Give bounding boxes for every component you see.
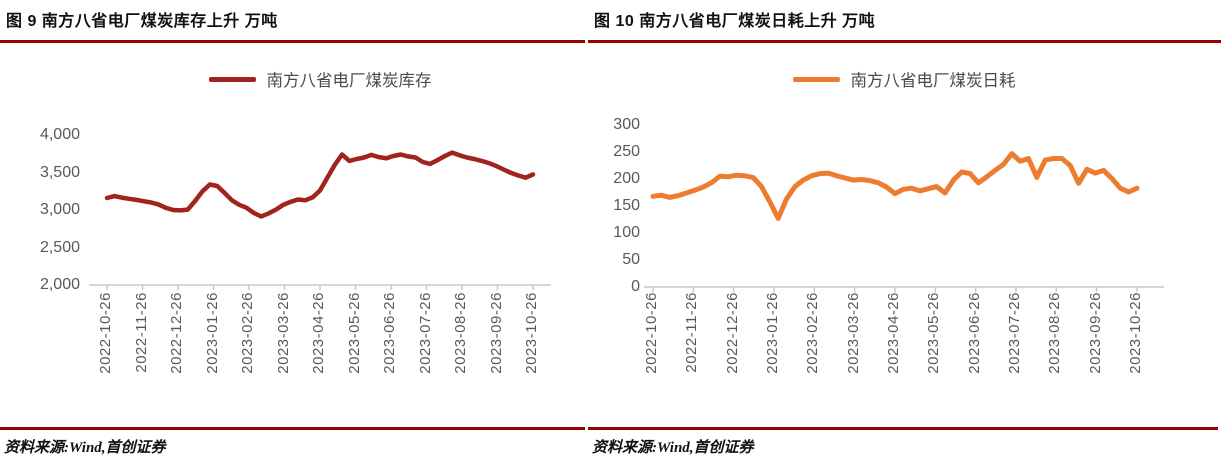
x-axis-tick-label: 2023-04-26	[310, 292, 327, 374]
x-axis-tick-label: 2023-01-26	[203, 292, 221, 374]
x-axis-tick-label: 2023-01-26	[763, 292, 781, 374]
y-axis-tick-label: 50	[622, 251, 640, 268]
series-line	[650, 151, 1140, 221]
figure-10-legend: 南方八省电厂煤炭日耗	[644, 67, 1164, 91]
legend-line-swatch	[208, 76, 256, 82]
x-axis-tick-label: 2023-05-26	[345, 292, 363, 374]
x-axis-tick-label: 2023-03-26	[844, 292, 862, 374]
x-axis-tick-label: 2023-04-26	[884, 292, 902, 374]
x-axis-tick-label: 2022-10-26	[643, 292, 660, 374]
x-axis-tick-label: 2023-02-26	[804, 292, 822, 374]
x-axis-tick-label: 2023-07-26	[1005, 292, 1023, 374]
x-axis-tick-label: 2023-05-26	[925, 292, 943, 374]
y-axis-tick-label: 3,500	[39, 163, 80, 181]
x-axis-tick-label: 2023-09-26	[487, 292, 505, 374]
title-underline	[588, 40, 1221, 43]
y-axis-tick-label: 200	[613, 170, 640, 187]
y-axis-tick-label: 2,500	[39, 238, 80, 256]
y-axis-tick-label: 3,000	[39, 201, 80, 218]
line-chart	[644, 151, 1164, 292]
x-axis-tick-label: 2023-03-26	[274, 292, 292, 374]
x-axis-tick-label: 2022-12-26	[168, 292, 185, 374]
y-axis-tick-label: 250	[613, 143, 640, 160]
x-axis-tick-label: 2023-06-26	[381, 292, 398, 374]
y-axis-tick-label: 300	[613, 116, 640, 133]
y-axis-tick-label: 2,000	[39, 276, 80, 293]
legend-label: 南方八省电厂煤炭库存	[266, 72, 432, 90]
x-axis-tick-label: 2022-11-26	[683, 292, 701, 373]
footer-rule	[0, 427, 585, 430]
x-axis-tick-label: 2023-06-26	[965, 292, 983, 374]
x-axis-tick-label: 2022-10-26	[97, 292, 114, 374]
x-axis-tick-label: 2023-10-26	[523, 292, 540, 374]
figure-10-panel: 图 10 南方八省电厂煤炭日耗上升 万吨 南方八省电厂煤炭日耗 资料来源:Win…	[588, 0, 1221, 473]
source-note: 资料来源:Wind,首创证券	[592, 440, 754, 456]
figure-9-legend: 南方八省电厂煤炭库存	[89, 67, 551, 91]
x-axis-tick-label: 2023-07-26	[416, 292, 434, 374]
x-axis-tick-label: 2023-08-26	[452, 292, 469, 374]
x-axis-tick-label: 2023-08-26	[1046, 292, 1064, 374]
x-axis-tick-label: 2022-12-26	[723, 292, 741, 374]
figure-10-title: 图 10 南方八省电厂煤炭日耗上升 万吨	[594, 13, 876, 30]
figure-9-panel: 图 9 南方八省电厂煤炭库存上升 万吨 南方八省电厂煤炭库存 资料来源:Wind…	[0, 0, 585, 473]
y-axis-tick-label: 150	[613, 197, 640, 214]
y-axis-tick-label: 4,000	[39, 126, 80, 143]
figure-9-title: 图 9 南方八省电厂煤炭库存上升 万吨	[6, 13, 278, 30]
x-axis-tick-label: 2022-11-26	[132, 292, 150, 373]
y-axis-tick-label: 0	[631, 278, 640, 295]
title-underline	[0, 40, 585, 43]
source-note: 资料来源:Wind,首创证券	[4, 440, 166, 456]
series-line	[104, 150, 536, 219]
footer-rule	[588, 427, 1218, 430]
line-chart	[89, 150, 551, 290]
y-axis-tick-label: 100	[613, 224, 640, 241]
x-axis-tick-label: 2023-10-26	[1126, 292, 1144, 374]
x-axis-tick-label: 2023-02-26	[239, 292, 256, 374]
legend-line-swatch	[792, 76, 840, 82]
x-axis-tick-label: 2023-09-26	[1086, 292, 1104, 374]
legend-label: 南方八省电厂煤炭日耗	[850, 72, 1016, 90]
